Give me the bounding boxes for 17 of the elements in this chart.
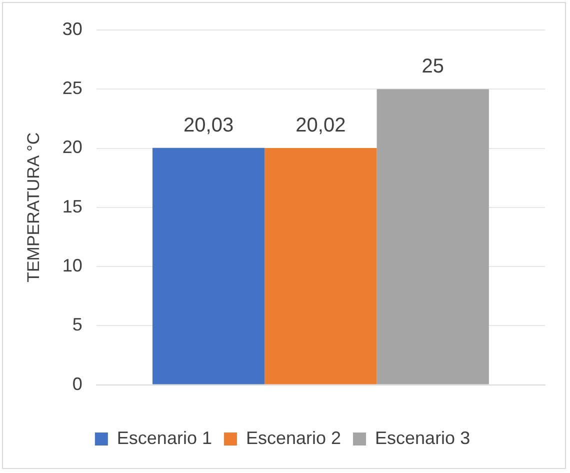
legend-label: Escenario 2 xyxy=(246,428,342,448)
legend-label: Escenario 3 xyxy=(375,428,470,448)
data-label: 20,03 xyxy=(184,114,234,136)
data-label: 20,02 xyxy=(296,114,346,137)
bar xyxy=(264,148,377,384)
y-tick-label: 0 xyxy=(72,374,82,394)
y-tick-label: 5 xyxy=(72,314,82,335)
legend-label: Escenario 1 xyxy=(116,428,212,448)
y-tick-label: 25 xyxy=(62,78,82,98)
y-tick-label: 20 xyxy=(62,137,82,158)
y-axis-title: TEMPERATURA °C xyxy=(24,132,43,282)
y-tick-label: 30 xyxy=(62,18,82,39)
y-tick-label: 10 xyxy=(62,256,82,276)
y-tick-label: 15 xyxy=(62,196,82,216)
bar xyxy=(376,89,489,384)
data-label: 25 xyxy=(422,56,444,78)
bar xyxy=(152,148,265,384)
